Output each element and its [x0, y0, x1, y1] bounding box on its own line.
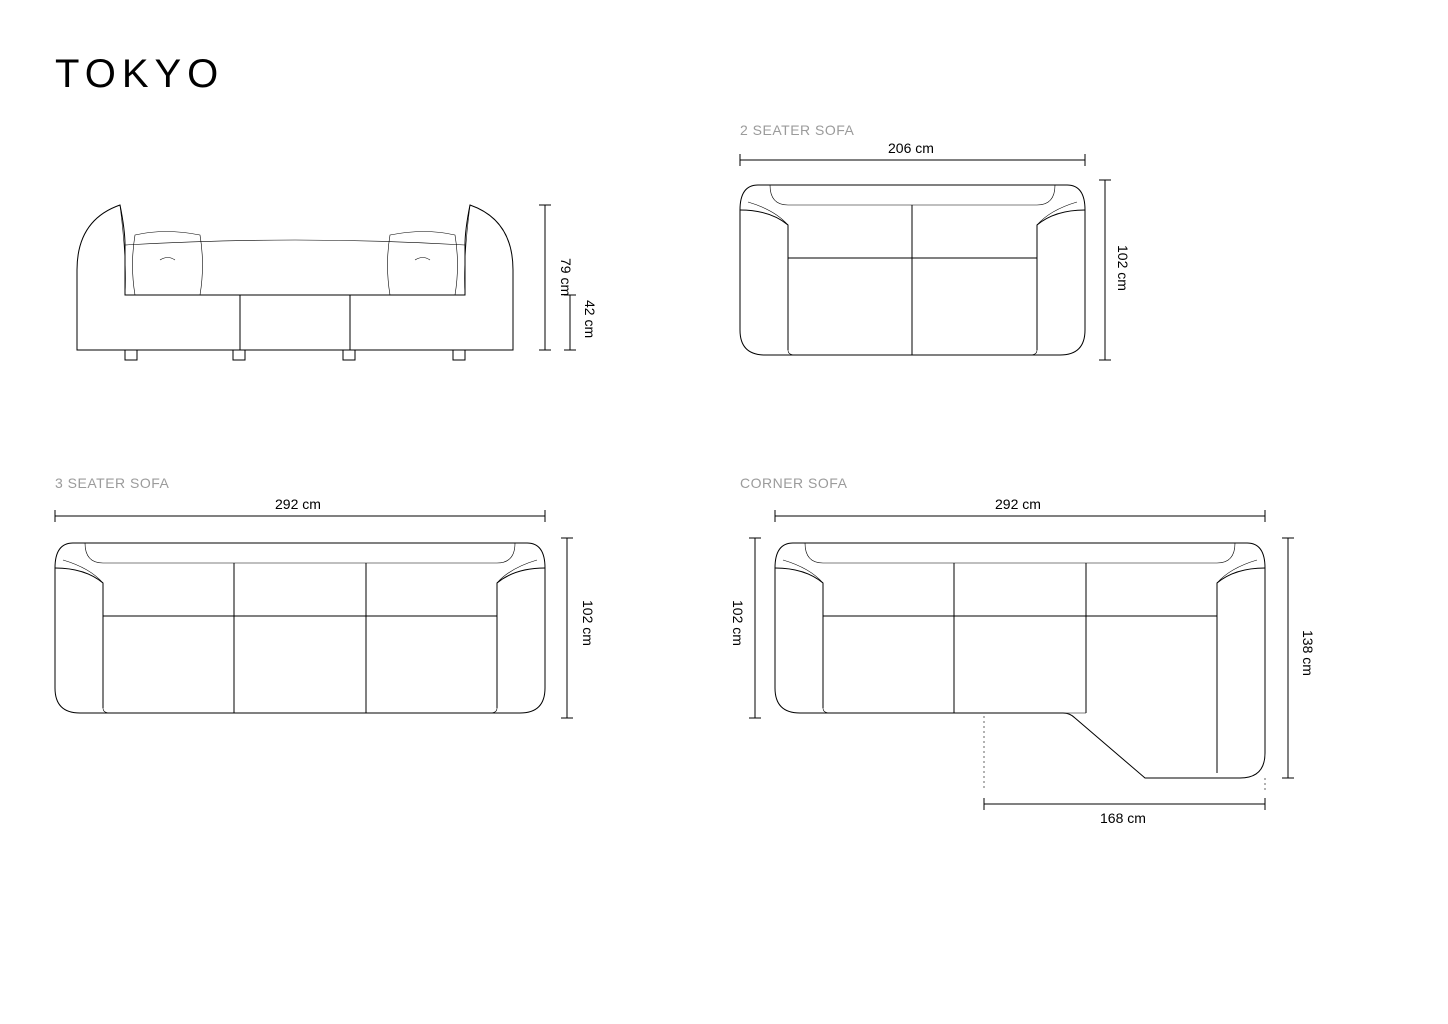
three-seater-depth-dim — [557, 538, 577, 718]
three-seater-heading: 3 SEATER SOFA — [55, 475, 169, 491]
two-seater-depth-dim — [1095, 180, 1115, 360]
product-title: TOKYO — [55, 52, 224, 97]
dim-2seat-depth: 102 cm — [1115, 245, 1131, 291]
corner-drawing — [775, 538, 1265, 798]
dim-corner-depth-left: 102 cm — [730, 600, 746, 646]
corner-depth-left-dim — [745, 538, 765, 718]
spec-sheet: TOKYO 79 — [0, 0, 1448, 1024]
corner-heading: CORNER SOFA — [740, 475, 847, 491]
dim-height-total: 79 cm — [558, 258, 574, 296]
dim-3seat-depth: 102 cm — [580, 600, 596, 646]
two-seater-heading: 2 SEATER SOFA — [740, 122, 854, 138]
dim-corner-depth-right: 138 cm — [1300, 630, 1316, 676]
dim-2seat-width: 206 cm — [888, 140, 934, 156]
three-seater-drawing — [55, 538, 545, 718]
front-view-drawing — [65, 200, 525, 365]
corner-depth-right-dim — [1278, 538, 1298, 778]
two-seater-drawing — [740, 180, 1085, 360]
dim-corner-width: 292 cm — [995, 496, 1041, 512]
dim-3seat-width: 292 cm — [275, 496, 321, 512]
dim-seat-height: 42 cm — [582, 300, 598, 338]
dim-corner-chaise-width: 168 cm — [1100, 810, 1146, 826]
